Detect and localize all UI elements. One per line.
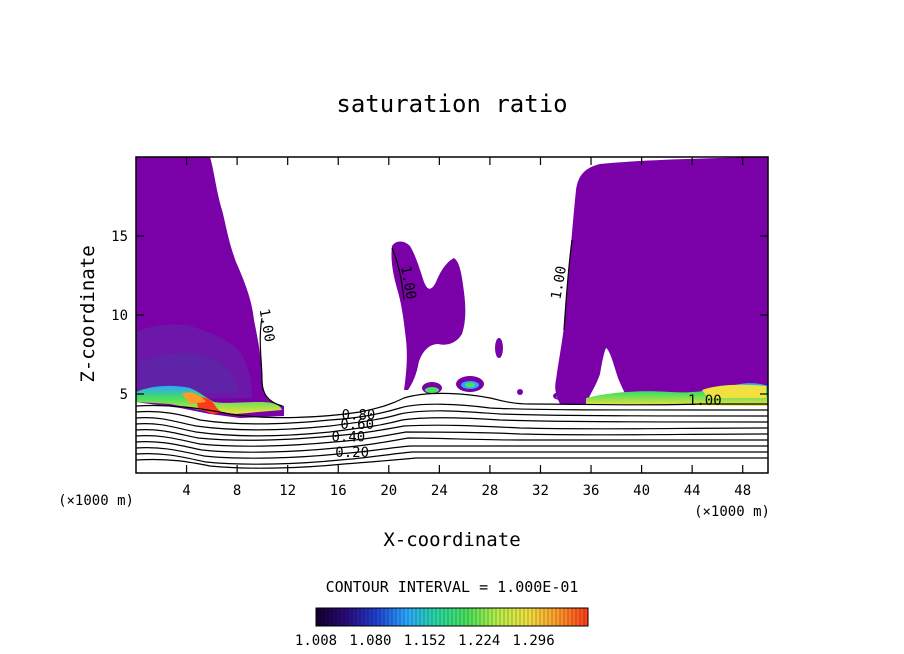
contour-label: 1.00	[688, 393, 722, 409]
y-axis: 5 10 15	[111, 229, 768, 403]
contour-1-00-center	[391, 247, 405, 301]
cloud-bubble-4	[517, 389, 523, 395]
cloud-notch-right	[586, 348, 628, 404]
contour-0-70	[136, 417, 768, 437]
colorbar-label: 1.296	[513, 633, 555, 649]
contour-0-80	[136, 410, 768, 431]
x-tick-label: 4	[182, 483, 190, 499]
y-tick-label: 10	[111, 308, 128, 324]
x-tick-label: 44	[684, 483, 701, 499]
cloud-region-center	[391, 241, 466, 390]
contour-label: 1.00	[397, 265, 419, 301]
y-tick-label: 5	[120, 387, 128, 403]
x-axis-label: X-coordinate	[383, 529, 520, 551]
cloud-bubble-1-glow	[425, 387, 439, 393]
contour-1-00-base	[136, 392, 768, 419]
y-axis-label: Z-coordinate	[77, 245, 99, 382]
x-tick-label: 12	[279, 483, 296, 499]
x-tick-label: 48	[734, 483, 751, 499]
x-tick-label: 24	[431, 483, 448, 499]
cloud-bubble-2-core	[465, 382, 475, 388]
contour-label: 0.80	[342, 407, 376, 423]
contour-lines	[136, 239, 768, 469]
contour-0-40	[136, 437, 768, 453]
contour-0-30	[136, 445, 768, 459]
x-tick-label: 36	[583, 483, 600, 499]
contour-label: 0.60	[340, 417, 374, 433]
x-tick-label: 28	[481, 483, 498, 499]
colorbar-label: 1.152	[404, 633, 446, 649]
plot-area	[136, 157, 768, 473]
warm-band-right	[702, 384, 766, 398]
colorbar-label: 1.080	[349, 633, 391, 649]
chart-title: saturation ratio	[336, 90, 567, 118]
colorbar-label: 1.008	[295, 633, 337, 649]
x-tick-label: 32	[532, 483, 549, 499]
contour-0-20	[136, 451, 768, 465]
contour-0-50	[136, 431, 768, 447]
contour-label: 1.00	[256, 307, 278, 343]
x-unit-right: (×1000 m)	[694, 504, 770, 520]
cloud-bubble-3	[495, 338, 503, 358]
contour-interval-label: CONTOUR INTERVAL = 1.000E-01	[326, 578, 579, 596]
x-tick-label: 20	[380, 483, 397, 499]
contour-0-60	[136, 424, 768, 441]
warm-spot-left	[182, 392, 206, 404]
x-unit-left: (×1000 m)	[58, 493, 134, 509]
contour-labels: 0.200.400.600.80 1.00 1.00 1.00 1.00	[256, 265, 722, 461]
contour-1-00-right	[563, 239, 573, 331]
colorbar-label: 1.224	[458, 633, 500, 649]
colorbar-labels: 1.008 1.080 1.152 1.224 1.296	[295, 633, 555, 649]
colorbar: 1.008 1.080 1.152 1.224 1.296	[295, 607, 589, 649]
cloud-shade-left-2	[140, 353, 238, 396]
y-tick-label: 15	[111, 229, 128, 245]
contour-0-90	[136, 403, 768, 425]
x-tick-label: 40	[633, 483, 650, 499]
cloud-region-right	[555, 157, 768, 404]
contour-0-10	[136, 457, 768, 469]
contour-label: 0.20	[335, 445, 369, 461]
x-tick-label: 16	[330, 483, 347, 499]
contour-label: 1.00	[548, 265, 570, 301]
contour-label: 0.40	[331, 429, 365, 445]
x-tick-label: 8	[233, 483, 241, 499]
contour-1-00-left	[259, 317, 283, 407]
x-axis: 4 8 12 16 20 24 28 32 36 40 44 48	[182, 157, 751, 499]
colorbar-hatch	[319, 608, 585, 626]
